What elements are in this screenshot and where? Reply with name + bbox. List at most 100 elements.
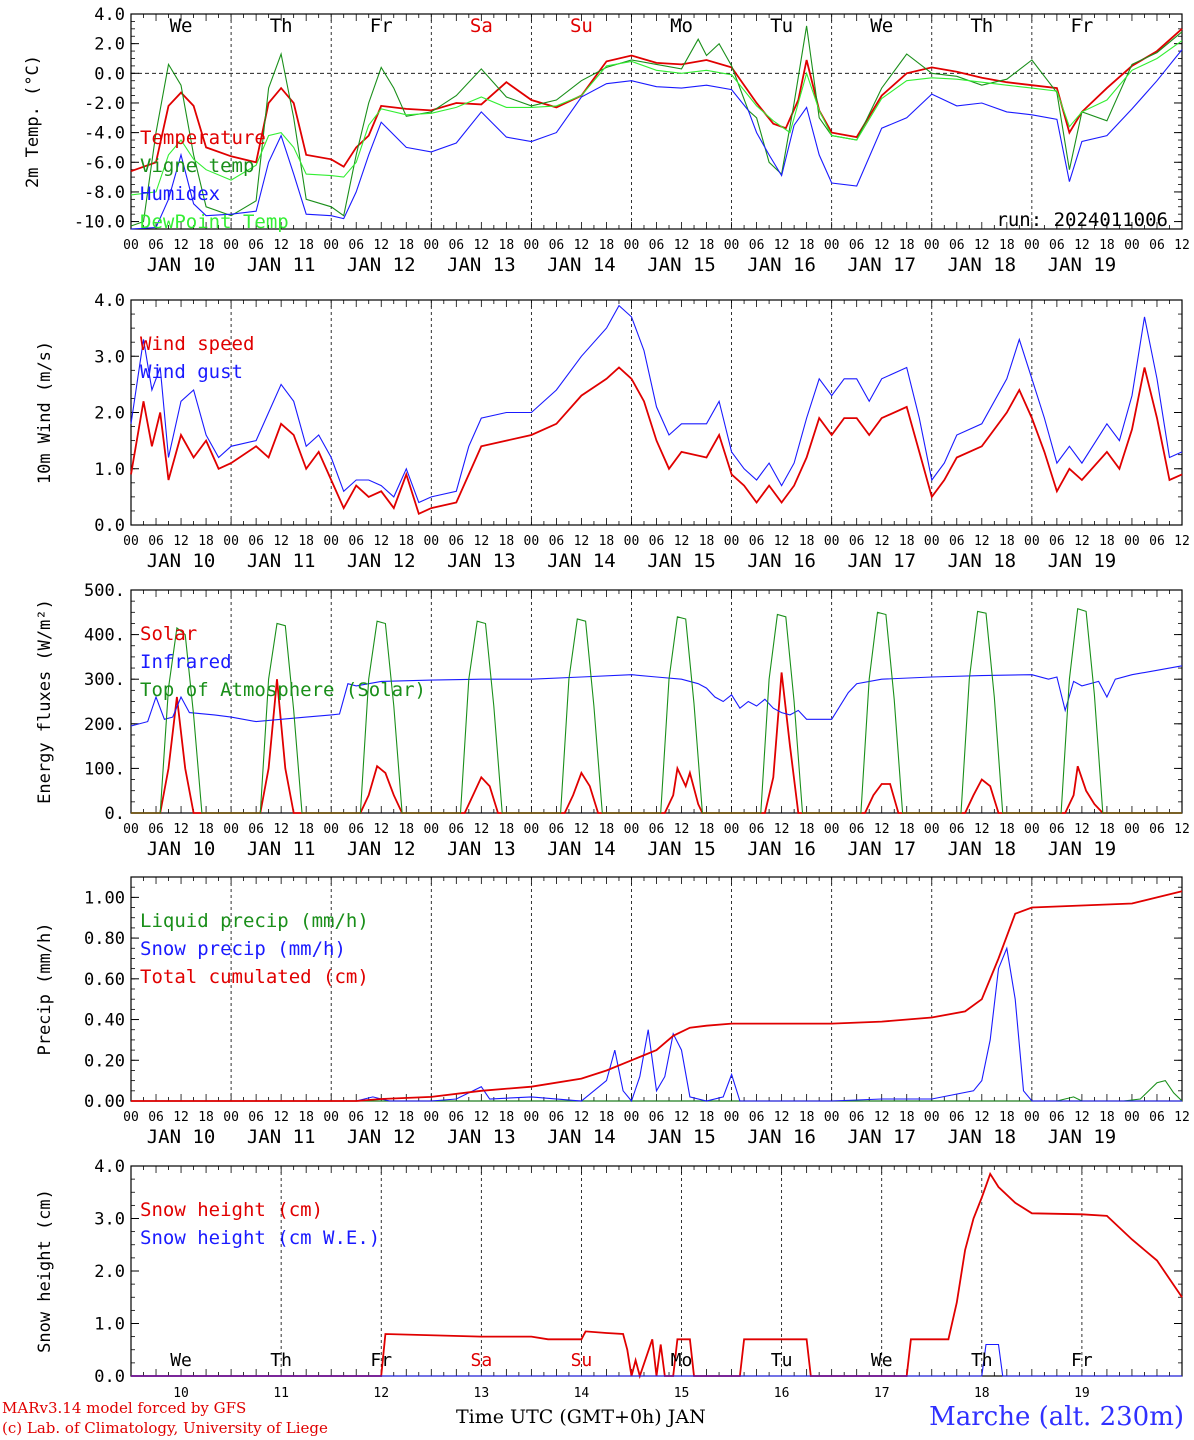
x-date-label: JAN 11 bbox=[247, 838, 316, 860]
x-hour-label: 18 bbox=[799, 238, 815, 253]
series-line-snow-precip-mm-h- bbox=[131, 946, 1182, 1103]
x-date-label: JAN 14 bbox=[547, 838, 616, 860]
y-tick-label: -4.0 bbox=[84, 124, 125, 144]
x-date-label: JAN 15 bbox=[647, 1126, 716, 1148]
legend-entry: Wind gust bbox=[140, 361, 243, 383]
panel-frame bbox=[130, 589, 1183, 814]
series-line-vigne-temp bbox=[130, 25, 1183, 227]
x-date-label: JAN 19 bbox=[1048, 254, 1117, 276]
y-tick-label: 1.0 bbox=[94, 460, 125, 480]
x-date-label: JAN 17 bbox=[847, 254, 916, 276]
bottom-day-number: 18 bbox=[974, 1386, 990, 1401]
series-line-solar bbox=[131, 672, 1182, 814]
x-hour-label: 00 bbox=[724, 822, 740, 837]
x-hour-label: 00 bbox=[1024, 238, 1040, 253]
x-date-label: JAN 14 bbox=[547, 1126, 616, 1148]
x-hour-label: 06 bbox=[849, 822, 865, 837]
x-hour-label: 00 bbox=[624, 534, 640, 549]
x-hour-label: 18 bbox=[398, 822, 414, 837]
x-hour-label: 12 bbox=[774, 822, 790, 837]
x-hour-label: 18 bbox=[499, 1110, 515, 1125]
x-date-label: JAN 12 bbox=[347, 1126, 416, 1148]
x-hour-label: 18 bbox=[999, 534, 1015, 549]
series-line-infrared bbox=[130, 665, 1183, 727]
x-date-label: JAN 13 bbox=[447, 254, 516, 276]
x-date-label: JAN 15 bbox=[647, 254, 716, 276]
x-hour-label: 06 bbox=[348, 1110, 364, 1125]
legend-entry: Solar bbox=[140, 623, 197, 645]
y-tick-label: 0.0 bbox=[94, 64, 125, 84]
bottom-day-number: 13 bbox=[474, 1386, 490, 1401]
y-tick-label: 4.0 bbox=[94, 5, 125, 25]
x-date-label: JAN 19 bbox=[1048, 838, 1117, 860]
x-hour-label: 18 bbox=[599, 1110, 615, 1125]
x-hour-label: 06 bbox=[448, 534, 464, 549]
x-hour-label: 12 bbox=[874, 822, 890, 837]
x-hour-label: 18 bbox=[599, 238, 615, 253]
x-hour-label: 00 bbox=[924, 534, 940, 549]
bottom-day-letter: Th bbox=[270, 1350, 292, 1371]
x-hour-label: 18 bbox=[899, 534, 915, 549]
y-tick-label: 400. bbox=[84, 626, 125, 646]
x-hour-label: 12 bbox=[1174, 1110, 1190, 1125]
x-hour-label: 18 bbox=[198, 534, 214, 549]
x-hour-label: 18 bbox=[298, 238, 314, 253]
x-hour-label: 12 bbox=[974, 1110, 990, 1125]
x-hour-label: 12 bbox=[674, 1110, 690, 1125]
panel-frame bbox=[130, 299, 1183, 526]
x-date-label: JAN 19 bbox=[1048, 1126, 1117, 1148]
bottom-day-letter: We bbox=[871, 1350, 893, 1371]
x-hour-label: 00 bbox=[724, 238, 740, 253]
x-hour-label: 06 bbox=[749, 238, 765, 253]
bottom-day-letter: Mo bbox=[671, 1350, 693, 1371]
x-hour-label: 12 bbox=[474, 822, 490, 837]
x-hour-label: 12 bbox=[974, 534, 990, 549]
series-line-wind-gust bbox=[130, 304, 1183, 504]
x-hour-label: 18 bbox=[298, 1110, 314, 1125]
x-hour-label: 06 bbox=[1049, 1110, 1065, 1125]
x-hour-label: 18 bbox=[398, 1110, 414, 1125]
x-hour-label: 06 bbox=[248, 238, 264, 253]
x-hour-label: 18 bbox=[499, 238, 515, 253]
series-line-wind-speed bbox=[130, 366, 1183, 516]
panel-frame bbox=[130, 1165, 1183, 1377]
bottom-day-number: 19 bbox=[1074, 1386, 1090, 1401]
run-label: run: 2024011006 bbox=[996, 209, 1168, 231]
x-hour-label: 12 bbox=[574, 1110, 590, 1125]
day-letter: Th bbox=[970, 15, 993, 37]
y-tick-label: 4.0 bbox=[94, 1157, 125, 1177]
bottom-day-letter: Tu bbox=[771, 1350, 793, 1371]
x-date-label: JAN 18 bbox=[947, 1126, 1016, 1148]
x-hour-label: 18 bbox=[699, 822, 715, 837]
x-hour-label: 18 bbox=[999, 1110, 1015, 1125]
y-tick-label: 1.00 bbox=[84, 888, 125, 908]
x-hour-label: 06 bbox=[749, 1110, 765, 1125]
x-hour-label: 18 bbox=[499, 534, 515, 549]
x-date-label: JAN 16 bbox=[747, 838, 816, 860]
credit-line-2: (c) Lab. of Climatology, University of L… bbox=[2, 1419, 328, 1437]
x-hour-label: 06 bbox=[949, 1110, 965, 1125]
bottom-day-letter: Fr bbox=[1071, 1350, 1093, 1371]
x-hour-label: 18 bbox=[699, 1110, 715, 1125]
station-name: Marche (alt. 230m) bbox=[929, 1402, 1184, 1432]
x-date-label: JAN 18 bbox=[947, 254, 1016, 276]
credit-line-1: MARv3.14 model forced by GFS bbox=[2, 1399, 247, 1417]
x-hour-label: 06 bbox=[248, 1110, 264, 1125]
x-hour-label: 06 bbox=[448, 1110, 464, 1125]
y-tick-label: 300. bbox=[84, 670, 125, 690]
x-date-label: JAN 10 bbox=[147, 1126, 216, 1148]
day-letter: Mo bbox=[670, 15, 693, 37]
x-hour-label: 00 bbox=[524, 1110, 540, 1125]
x-hour-label: 06 bbox=[549, 238, 565, 253]
panel-frame bbox=[130, 13, 1183, 230]
x-date-label: JAN 16 bbox=[747, 550, 816, 572]
x-hour-label: 06 bbox=[949, 238, 965, 253]
y-tick-label: 1.0 bbox=[94, 1315, 125, 1335]
x-hour-label: 06 bbox=[1149, 1110, 1165, 1125]
y-tick-label: 0.00 bbox=[84, 1092, 125, 1112]
x-hour-label: 00 bbox=[524, 534, 540, 549]
x-hour-label: 12 bbox=[373, 822, 389, 837]
x-hour-label: 12 bbox=[874, 1110, 890, 1125]
x-hour-label: 12 bbox=[1074, 534, 1090, 549]
x-hour-label: 00 bbox=[624, 238, 640, 253]
